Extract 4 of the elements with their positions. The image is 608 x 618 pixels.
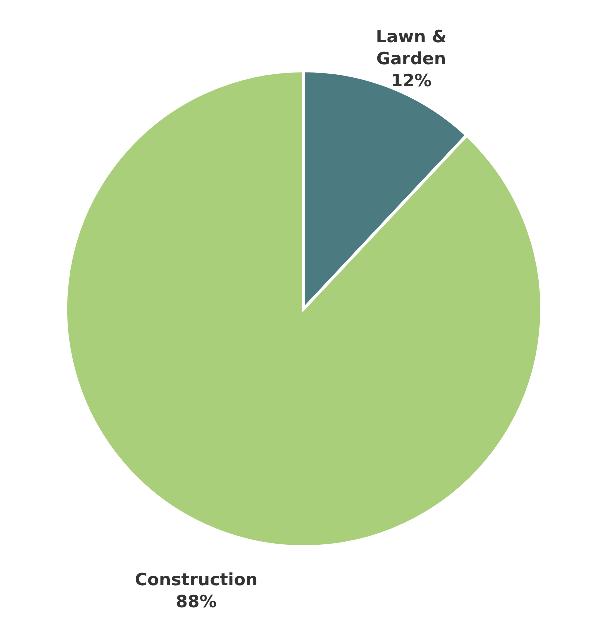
data-label: 12%: [391, 72, 432, 92]
data-label: 88%: [176, 592, 217, 612]
slice-label: Construction: [135, 570, 258, 590]
slice-label: Lawn & Garden: [376, 28, 448, 70]
